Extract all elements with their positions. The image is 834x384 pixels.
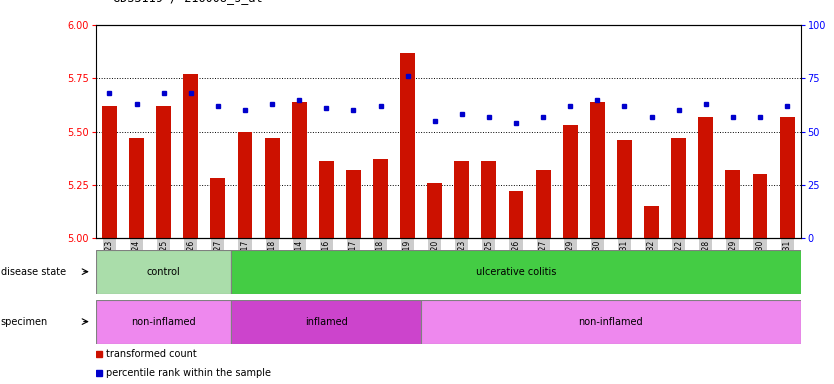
Bar	[563, 125, 578, 238]
Bar	[427, 183, 442, 238]
Bar	[726, 170, 741, 238]
Bar	[644, 206, 659, 238]
Text: percentile rank within the sample: percentile rank within the sample	[107, 368, 272, 378]
Bar	[232, 250, 801, 294]
Bar	[617, 140, 632, 238]
Text: specimen: specimen	[1, 316, 48, 327]
Bar	[156, 106, 171, 238]
Bar	[752, 174, 767, 238]
Bar	[481, 161, 496, 238]
Bar	[509, 191, 524, 238]
Bar	[238, 131, 253, 238]
Text: transformed count: transformed count	[107, 349, 197, 359]
Bar	[590, 102, 605, 238]
Text: disease state: disease state	[1, 266, 66, 277]
Text: inflamed: inflamed	[305, 316, 348, 327]
Bar	[129, 138, 144, 238]
Bar	[183, 74, 198, 238]
Bar	[232, 300, 421, 344]
Bar	[102, 106, 117, 238]
Bar	[96, 300, 232, 344]
Bar	[346, 170, 361, 238]
Text: control: control	[147, 266, 180, 277]
Text: non-inflamed: non-inflamed	[132, 316, 196, 327]
Bar	[96, 250, 232, 294]
Bar	[319, 161, 334, 238]
Bar	[698, 117, 713, 238]
Bar	[400, 53, 415, 238]
Text: ulcerative colitis: ulcerative colitis	[476, 266, 556, 277]
Bar	[421, 300, 801, 344]
Bar	[264, 138, 279, 238]
Bar	[292, 102, 307, 238]
Bar	[671, 138, 686, 238]
Bar	[780, 117, 795, 238]
Bar	[373, 159, 388, 238]
Bar	[455, 161, 470, 238]
Bar	[210, 179, 225, 238]
Text: non-inflamed: non-inflamed	[579, 316, 643, 327]
Bar	[535, 170, 550, 238]
Text: GDS3119 / 216008_s_at: GDS3119 / 216008_s_at	[113, 0, 262, 4]
